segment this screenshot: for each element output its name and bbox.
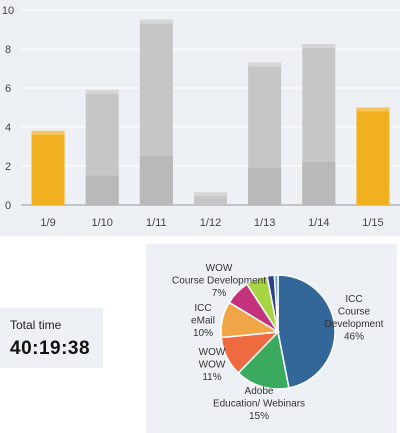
x-tick-label: 1/13 <box>254 217 275 229</box>
bar-top-highlight <box>31 130 65 135</box>
bar-top-highlight <box>85 89 119 94</box>
pie-label-1: Adobe Education/ Webinars 15% <box>213 386 305 422</box>
pie-chart-svg: ICC Course Development 46% Adobe Education/ W… <box>172 263 384 422</box>
x-tick-label: 1/12 <box>200 217 221 229</box>
y-tick-label: 8 <box>5 44 11 56</box>
bar-chart-svg: 0 2 4 6 8 10 1/9 1/10 1/11 1/12 1/13 1/14 1/15 <box>2 5 400 229</box>
x-tick-label: 1/11 <box>146 217 167 229</box>
bar-1/15 <box>356 107 390 205</box>
pie-slice-1 <box>237 330 290 390</box>
total-time-label: Total time <box>10 318 62 332</box>
y-tick-label: 10 <box>2 5 14 17</box>
y-tick-label: 0 <box>5 200 11 212</box>
pie-label-0: ICC Course Development 46% <box>325 294 384 343</box>
pie-chart: ICC Course Development 46% Adobe Education/ W… <box>146 244 397 433</box>
bar-top-highlight <box>139 19 173 24</box>
bar-lower-segment-1/11 <box>139 156 173 205</box>
x-tick-label: 1/14 <box>308 217 329 229</box>
total-time-box: Total time 40:19:38 <box>0 308 103 368</box>
y-tick-label: 4 <box>5 122 11 134</box>
bar-lower-segment-1/13 <box>248 167 282 205</box>
bar-top-highlight <box>356 107 390 112</box>
bar-top-highlight <box>248 62 282 67</box>
bar-1/9 <box>31 130 65 205</box>
bar-top-highlight <box>194 192 227 197</box>
bar-top-highlight <box>302 44 336 49</box>
pie-slice-7 <box>273 274 279 333</box>
pie-label-4: WOW Course Development 7% <box>172 263 266 299</box>
pie-label-3: ICC eMail 10% <box>191 303 215 339</box>
y-tick-label: 2 <box>5 161 11 173</box>
y-tick-label: 6 <box>5 83 11 95</box>
x-tick-label: 1/9 <box>40 217 55 229</box>
bar-lower-segment-1/14 <box>302 162 336 205</box>
bar-lower-segment-1/10 <box>85 175 119 205</box>
pie-label-2: WOW WOW 11% <box>199 347 226 383</box>
pie-slice-0 <box>277 274 336 389</box>
bar-chart: 0 2 4 6 8 10 1/9 1/10 1/11 1/12 1/13 1/14 1/15 <box>0 0 400 236</box>
x-tick-label: 1/15 <box>362 217 383 229</box>
total-time-value: 40:19:38 <box>10 338 91 359</box>
x-tick-label: 1/10 <box>92 217 113 229</box>
